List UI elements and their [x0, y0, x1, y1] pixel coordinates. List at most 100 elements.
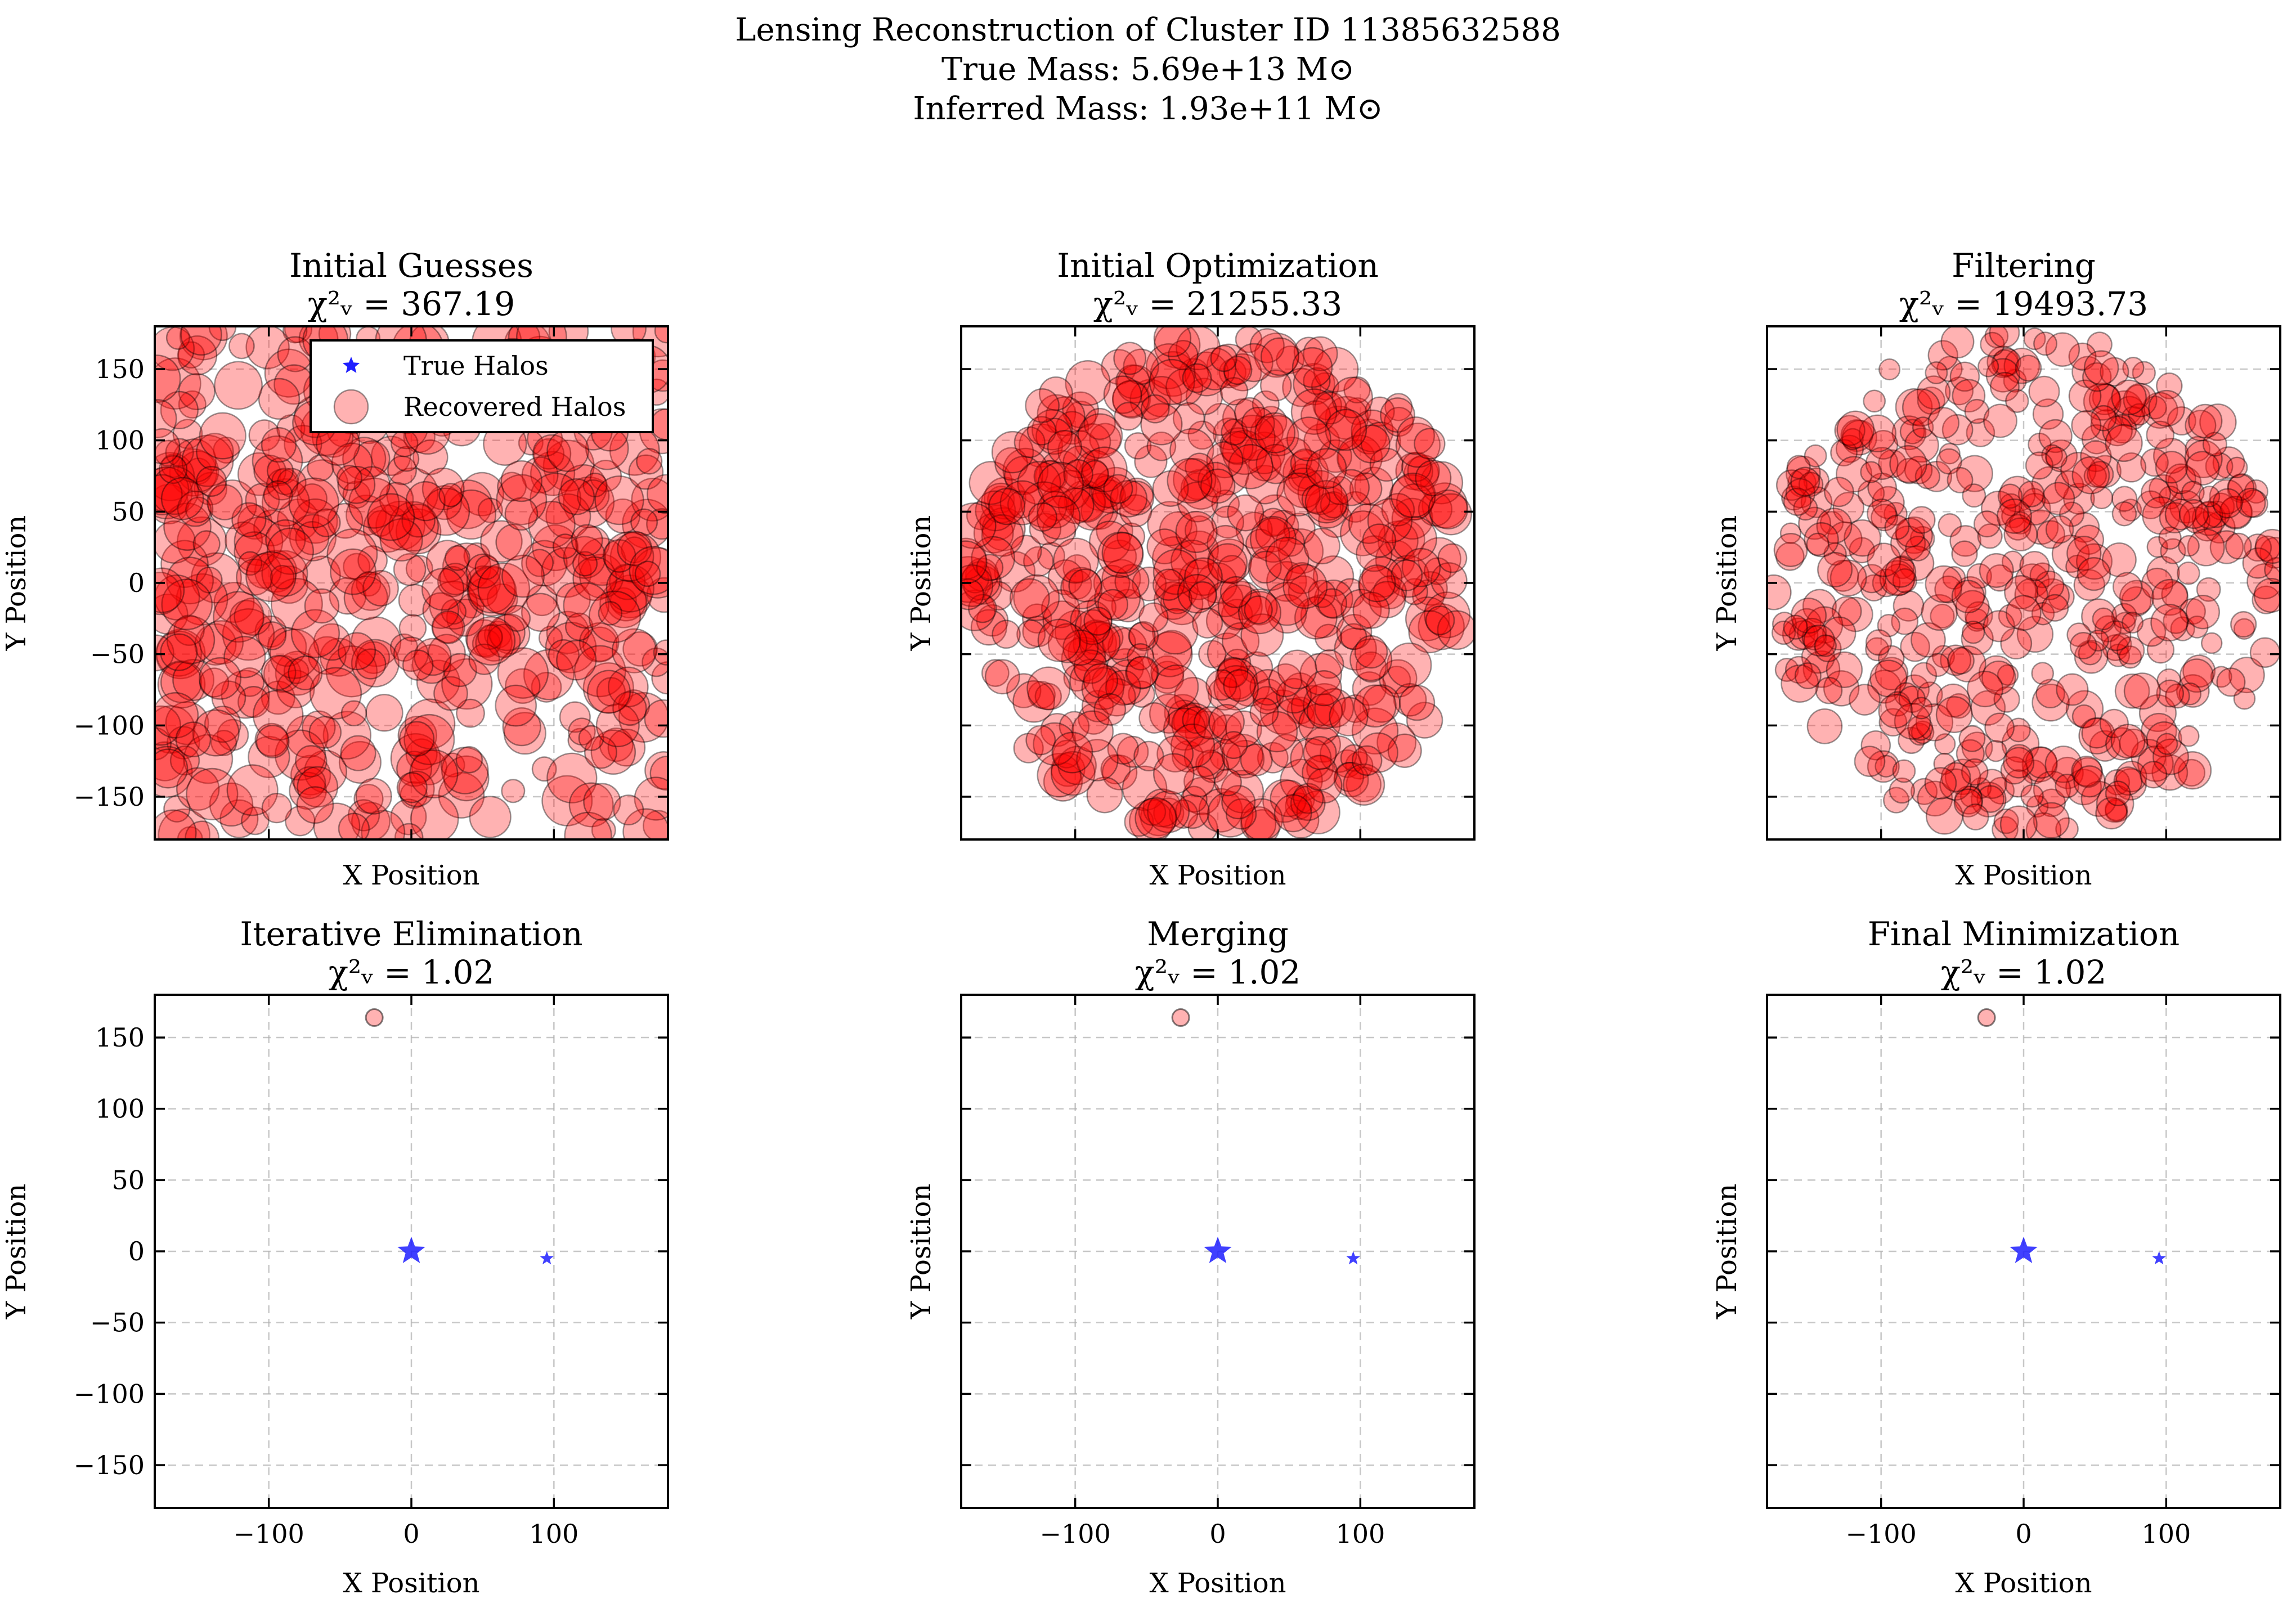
recovered-halo-point: [1254, 406, 1288, 439]
recovered-halo-point: [612, 691, 647, 726]
recovered-halo-point: [1787, 468, 1817, 498]
recovered-halo-point: [1924, 767, 1957, 800]
recovered-halo-point: [642, 647, 668, 677]
recovered-halo-point: [1286, 696, 1315, 725]
recovered-halo-point: [402, 649, 434, 681]
recovered-halo-point: [285, 805, 316, 837]
recovered-halo-point: [2031, 466, 2070, 505]
recovered-halo-point: [190, 552, 242, 604]
recovered-halo-point: [2066, 536, 2102, 571]
recovered-halo-point: [2078, 717, 2116, 755]
recovered-halo-point: [1358, 564, 1396, 603]
recovered-halo-point: [1070, 487, 1114, 531]
recovered-halo-point: [225, 521, 263, 560]
recovered-halo-point: [1023, 546, 1054, 577]
recovered-halo-point: [2074, 524, 2105, 555]
recovered-halo-point: [1921, 594, 1958, 631]
recovered-halo-point: [2146, 721, 2182, 758]
recovered-halo-point: [1849, 684, 1881, 716]
recovered-halo-point: [270, 565, 308, 604]
recovered-halo-point: [1221, 734, 1264, 776]
recovered-halo-point: [1014, 426, 1046, 459]
recovered-halo-point: [163, 795, 191, 823]
recovered-halo-point: [158, 808, 210, 839]
recovered-halo-point: [1872, 568, 1901, 598]
recovered-halo-point: [1916, 375, 1951, 410]
recovered-halo-point: [2051, 756, 2084, 789]
recovered-halo-point: [545, 493, 591, 540]
recovered-halo-point: [2176, 561, 2200, 585]
recovered-halo-point: [2140, 761, 2168, 789]
recovered-halo-point: [155, 748, 189, 789]
recovered-halo-point: [1094, 574, 1141, 622]
recovered-halo-point: [1169, 428, 1214, 473]
recovered-halo-point: [1002, 447, 1049, 494]
recovered-halo-point: [271, 468, 299, 496]
recovered-halo-point: [2227, 473, 2257, 504]
recovered-halo-point: [2051, 535, 2090, 573]
recovered-halo-point: [1223, 669, 1256, 702]
figure-title-line-3: Inferred Mass: 1.93e+11 M⊙: [913, 91, 1383, 127]
recovered-halo-point: [1418, 492, 1453, 527]
recovered-halo-point: [538, 625, 563, 650]
recovered-halo-point: [1304, 726, 1342, 763]
recovered-halo-point: [410, 794, 459, 839]
recovered-halo-point: [1009, 578, 1050, 619]
recovered-halo-point: [1904, 428, 1939, 463]
recovered-halo-point: [1103, 375, 1142, 414]
panel-title: Final Minimization: [1868, 915, 2180, 953]
recovered-halo-point: [2033, 331, 2057, 356]
recovered-halo-point: [411, 644, 452, 684]
recovered-halo-point: [1337, 434, 1383, 481]
recovered-halo-point: [1965, 601, 1993, 630]
recovered-halo-point: [1841, 428, 1864, 451]
recovered-halo-point: [474, 555, 500, 580]
recovered-halo-point: [1248, 545, 1293, 591]
recovered-halo-point: [1288, 575, 1320, 607]
recovered-halo-point: [1949, 525, 1981, 557]
recovered-halo-point: [2003, 747, 2035, 779]
recovered-halo-point: [155, 354, 181, 403]
recovered-halo-point: [1396, 416, 1436, 455]
recovered-halo-point: [1215, 657, 1258, 700]
recovered-halo-point: [1375, 540, 1415, 580]
recovered-halo-point: [1306, 767, 1343, 804]
y-tick-label: 0: [128, 1236, 145, 1267]
recovered-halo-point: [1993, 808, 2019, 834]
recovered-halo-point: [961, 502, 997, 549]
recovered-halo-point: [2032, 683, 2070, 722]
recovered-halo-point: [2028, 375, 2060, 407]
recovered-halo-point: [1889, 445, 1927, 483]
recovered-halo-point: [1277, 528, 1324, 574]
recovered-halo-point: [1146, 631, 1193, 677]
recovered-halo-point: [1925, 797, 1963, 835]
recovered-halo-point: [1061, 636, 1106, 682]
recovered-halo-point: [1356, 535, 1393, 572]
recovered-halo-point: [533, 438, 565, 470]
recovered-halo-point: [1317, 588, 1348, 618]
recovered-halo-point: [1835, 434, 1864, 463]
true-halo-point: [397, 1237, 425, 1263]
recovered-halo-point: [1966, 563, 1992, 589]
recovered-halo-point: [177, 341, 205, 369]
recovered-halo-point: [427, 484, 462, 520]
recovered-halo-point: [2176, 674, 2210, 708]
recovered-halo-point: [1221, 622, 1260, 661]
recovered-halo-point: [1282, 367, 1322, 407]
recovered-halo-point: [1336, 613, 1373, 650]
recovered-halo-point: [351, 616, 402, 667]
recovered-halo-point: [1286, 416, 1331, 462]
recovered-halo-point: [422, 592, 459, 629]
recovered-halo-point: [1273, 794, 1312, 833]
recovered-halo-point: [582, 662, 634, 714]
recovered-halo-point: [1844, 519, 1881, 557]
recovered-halo-point: [1188, 581, 1217, 610]
recovered-halo-point: [295, 745, 328, 778]
recovered-halo-point: [266, 457, 294, 484]
recovered-halo-point: [1078, 703, 1110, 735]
recovered-halo-point: [1878, 645, 1905, 672]
recovered-halo-point: [1333, 761, 1369, 798]
recovered-halo-point: [486, 583, 518, 615]
recovered-halo-point: [501, 554, 545, 598]
